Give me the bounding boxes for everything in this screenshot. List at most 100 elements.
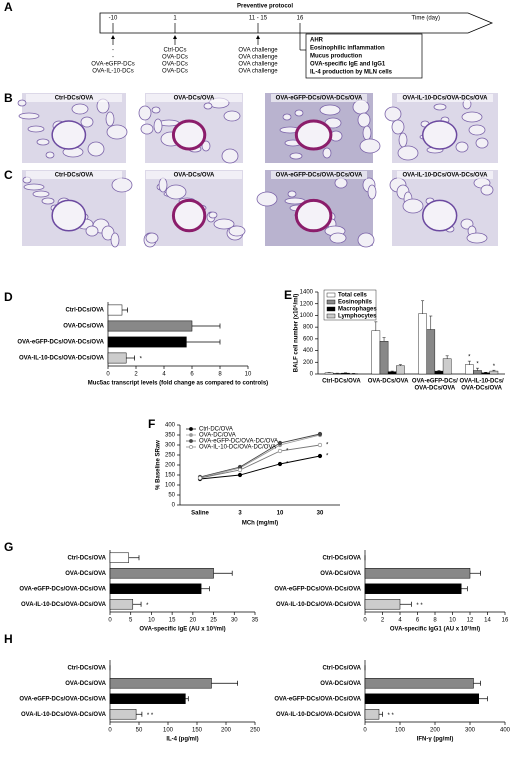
alveolus: [397, 145, 419, 161]
x-tick-label: 35: [252, 618, 259, 624]
alveolus: [367, 184, 377, 200]
legend-label: Macrophages: [338, 307, 377, 313]
alveolus: [201, 140, 211, 152]
x-tick-label: 50: [136, 728, 143, 734]
airway: [294, 119, 333, 151]
x-tick-label: 8: [218, 372, 222, 378]
treatment: OVA-DCs: [162, 62, 188, 68]
caption: OVA-DCs/OVA: [174, 173, 215, 179]
airway: [51, 199, 87, 232]
legend-label: Total cells: [338, 293, 368, 299]
caption: Ctrl-DCs/OVA: [55, 173, 94, 179]
bar: [442, 358, 452, 375]
category-label: OVA-DCs/OVA: [320, 681, 361, 687]
x-tick-label: 16: [502, 618, 509, 624]
y-tick-label: 150: [165, 473, 176, 479]
alveolus: [384, 106, 402, 122]
alveolus: [45, 151, 55, 159]
legend-label: OVA-eGFP-DC/OVA-DC/OVA: [199, 439, 278, 445]
airway: [421, 199, 458, 232]
alveolus: [213, 218, 235, 230]
x-tick-label: OVA-IL-10-DCs/: [460, 379, 505, 385]
y-axis-label: BALF cell number (x10⁵/ml): [294, 294, 300, 373]
alveolus: [106, 124, 128, 140]
legend-swatch: [326, 299, 336, 305]
x-tick-label: 10: [277, 511, 284, 517]
arrow-head: [173, 35, 177, 39]
x-tick-label: 30: [231, 618, 238, 624]
significance: *: [326, 454, 329, 460]
alveolus: [294, 109, 304, 117]
legend-marker: [189, 439, 193, 443]
x-tick-label: 20: [190, 618, 197, 624]
alveolus: [41, 197, 55, 205]
category-label: OVA-eGFP-DCs/OVA-DCs/OVA: [19, 696, 106, 702]
x-tick-label: 300: [465, 728, 476, 734]
y-tick-label: 50: [168, 493, 175, 499]
panel-label: B: [4, 91, 13, 105]
alveolus: [433, 103, 447, 111]
x-tick-label: 4: [398, 618, 402, 624]
alveolus: [223, 110, 241, 122]
y-tick-label: 1400: [300, 290, 314, 296]
point: [277, 440, 283, 446]
category-label: OVA-eGFP-DCs/OVA-DCs/OVA: [19, 586, 106, 592]
legend-marker: [189, 433, 193, 437]
alveolus: [287, 190, 297, 198]
legend-label: OVA-DC/OVA: [199, 433, 236, 439]
arrow-head: [111, 35, 115, 39]
y-tick-label: 200: [165, 463, 176, 469]
airway: [421, 120, 458, 150]
caption: OVA-eGFP-DCs/OVA-DCs/OVA: [276, 96, 363, 102]
alveolus: [203, 102, 213, 110]
treatment: OVA challenge: [238, 62, 278, 68]
point: [237, 467, 243, 473]
category-label: Ctrl-DCs/OVA: [322, 555, 361, 561]
alveolus: [18, 112, 40, 120]
legend-swatch: [326, 306, 336, 312]
day-label: 16: [297, 16, 304, 22]
day-label: 1: [173, 16, 177, 22]
alveolus: [36, 138, 50, 146]
bar: [364, 693, 479, 704]
axis-label: Time (day): [412, 16, 440, 22]
category-label: OVA-DCs/OVA: [63, 324, 104, 330]
bar: [489, 370, 499, 375]
caption-bg: [271, 94, 367, 102]
alveolus: [32, 190, 50, 198]
x-tick-label: OVA-DCs/OVA: [368, 379, 409, 385]
airway: [294, 198, 333, 233]
x-tick-label: 14: [484, 618, 491, 624]
y-tick-label: 600: [303, 336, 314, 342]
x-tick-label: 200: [430, 728, 441, 734]
alveolus: [322, 147, 332, 159]
significance: *: [476, 362, 479, 368]
alveolus: [334, 177, 348, 189]
bar: [379, 341, 389, 375]
x-tick-label: 0: [106, 372, 110, 378]
caption-bg: [397, 171, 493, 179]
y-tick-label: 400: [165, 423, 176, 429]
category-label: OVA-DCs/OVA: [320, 571, 361, 577]
significance: * *: [388, 713, 395, 719]
x-axis-label: IFN-γ (pg/ml): [417, 737, 454, 743]
alveolus: [105, 111, 115, 127]
y-tick-label: 1200: [300, 301, 314, 307]
category-label: OVA-IL-10-DCs/OVA-DCs/OVA: [276, 712, 362, 718]
alveolus: [71, 103, 89, 115]
x-tick-label: 8: [433, 618, 437, 624]
legend-marker: [189, 445, 193, 449]
alveolus: [289, 152, 303, 160]
alveolus: [329, 232, 347, 244]
bar: [107, 336, 187, 348]
category-label: OVA-DCs/OVA: [65, 681, 106, 687]
bar: [341, 372, 350, 375]
alveolus: [17, 99, 27, 107]
y-tick-label: 250: [165, 453, 176, 459]
alveolus: [455, 141, 469, 153]
y-tick-label: 200: [303, 360, 314, 366]
treatment: -: [112, 48, 114, 54]
caption-bg: [271, 171, 367, 179]
line: [199, 444, 321, 479]
x-tick-label: 200: [221, 728, 232, 734]
